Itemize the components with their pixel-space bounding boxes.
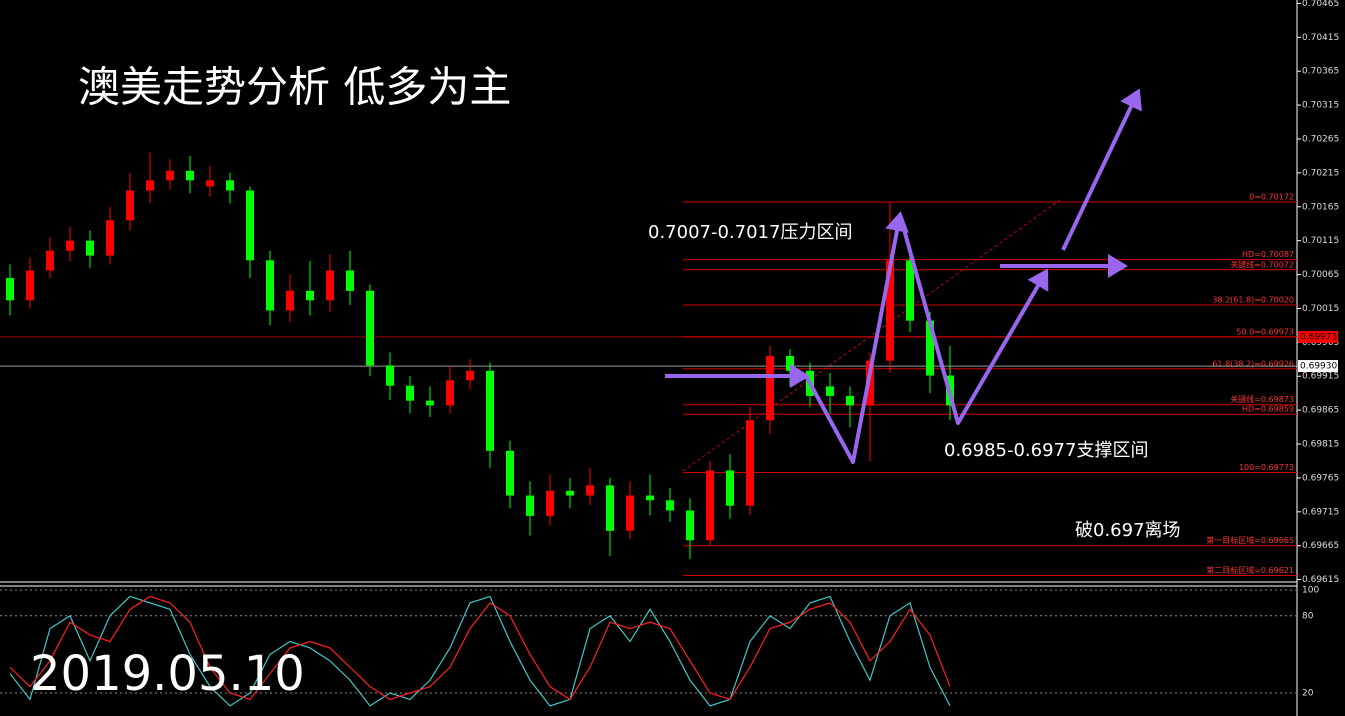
candle-body [326,270,334,301]
y-tick-label: 0.69765 [1302,473,1339,483]
candle-body [346,270,354,291]
candle-body [26,270,34,301]
level-label: 关键线=0.70072 [1230,259,1294,269]
y-tick-label: 0.70315 [1302,101,1339,111]
candle-body [446,380,454,406]
y-tick-label: 0.70215 [1302,168,1339,178]
price-box [1298,330,1338,343]
arrow [804,211,909,464]
candle-body [686,510,694,541]
y-tick-label: 0.70015 [1302,304,1339,314]
candle-body [126,190,134,221]
candle-body [206,180,214,187]
level-label: HD=0.70087 [1242,250,1294,259]
y-tick-label: 80 [1302,611,1314,621]
arrow [898,214,1049,425]
y-tick-label: 20 [1302,689,1314,699]
y-tick-label: 0.69865 [1302,406,1339,416]
level-label: 50.0=0.69973 [1236,327,1294,336]
level-label: 100=0.69773 [1239,463,1294,472]
annotations: 0.7007-0.7017压力区间 0.6985-0.6977支撑区间破0.697… [30,222,1181,702]
candle-body [486,370,494,451]
chart-title: 澳美走势分析 低多为主 [78,63,511,112]
annotation: 0.7007-0.7017压力区间 [648,222,852,243]
candle-body [146,180,154,191]
arrow [1061,88,1142,251]
candle-body [286,290,294,311]
candle-body [526,495,534,516]
y-tick-label: 0.70115 [1302,236,1339,246]
level-label: 第二目标区域=0.69621 [1206,565,1294,575]
candle-body [666,500,674,511]
candle-body [226,180,234,191]
y-tick-label: 0.70415 [1302,33,1339,43]
y-tick-label: 0.69715 [1302,507,1339,517]
candle-body [46,250,54,271]
fib-trend-line [682,199,1061,472]
y-tick-label: 0.69815 [1302,440,1339,450]
candle-body [606,485,614,531]
level-label: 第一目标区域=0.69665 [1206,535,1294,545]
price-label: 0.69930 [1300,362,1337,372]
candle-body [906,260,914,321]
candle-body [846,395,854,406]
level-label: 61.8(38.2)=0.69926 [1212,359,1294,368]
level-label: 38.2(61.8)=0.70020 [1212,296,1294,305]
candle-body [166,170,174,181]
candle-body [266,260,274,311]
candle-body [926,320,934,376]
annotation: 0.6985-0.6977支撑区间 [944,440,1148,461]
candle-body [566,490,574,496]
candle-body [586,485,594,496]
y-tick-label: 0.70365 [1302,67,1339,77]
oscillator-line [9,595,951,701]
y-tick-label: 0.70265 [1302,134,1339,144]
y-tick-label: 0.69915 [1302,372,1339,382]
annotation: 破0.697离场 [1075,520,1181,541]
candle-body [6,277,14,301]
oscillator-line [9,595,951,707]
candle-body [646,495,654,501]
price-box [1298,360,1338,373]
candle-body [626,495,634,531]
y-tick-label: 0.69665 [1302,541,1339,551]
candle-body [106,220,114,256]
candle-body [886,260,894,361]
level-label: 关键线=0.69873 [1230,394,1294,404]
y-tick-label: 0.69615 [1302,575,1339,585]
candle-body [186,170,194,181]
candle-body [466,370,474,381]
candle-body [746,420,754,506]
annotation: 2019.05.10 [30,646,305,702]
candle-body [306,290,314,301]
candle-body [86,240,94,256]
y-tick-label: 0.70465 [1302,0,1339,9]
candle-body [826,386,834,396]
y-tick-label: 100 [1302,586,1319,596]
candle-body [706,470,714,541]
candle-body [426,400,434,406]
candle-body [786,355,794,371]
price-label: 0.69973 [1300,332,1337,342]
candle-body [246,190,254,261]
candle-body [506,450,514,496]
candle-body [406,385,414,401]
level-label: HD=0.69859 [1242,405,1294,414]
y-tick-label: 0.70165 [1302,202,1339,212]
candle-body [546,490,554,516]
candle-body [66,240,74,251]
candle-body [726,470,734,506]
candle-body [766,355,774,421]
candle-body [366,290,374,366]
y-tick-label: 0.70065 [1302,270,1339,280]
candle-body [386,365,394,386]
level-label: 0=0.70172 [1249,193,1294,202]
arrows [665,88,1142,464]
